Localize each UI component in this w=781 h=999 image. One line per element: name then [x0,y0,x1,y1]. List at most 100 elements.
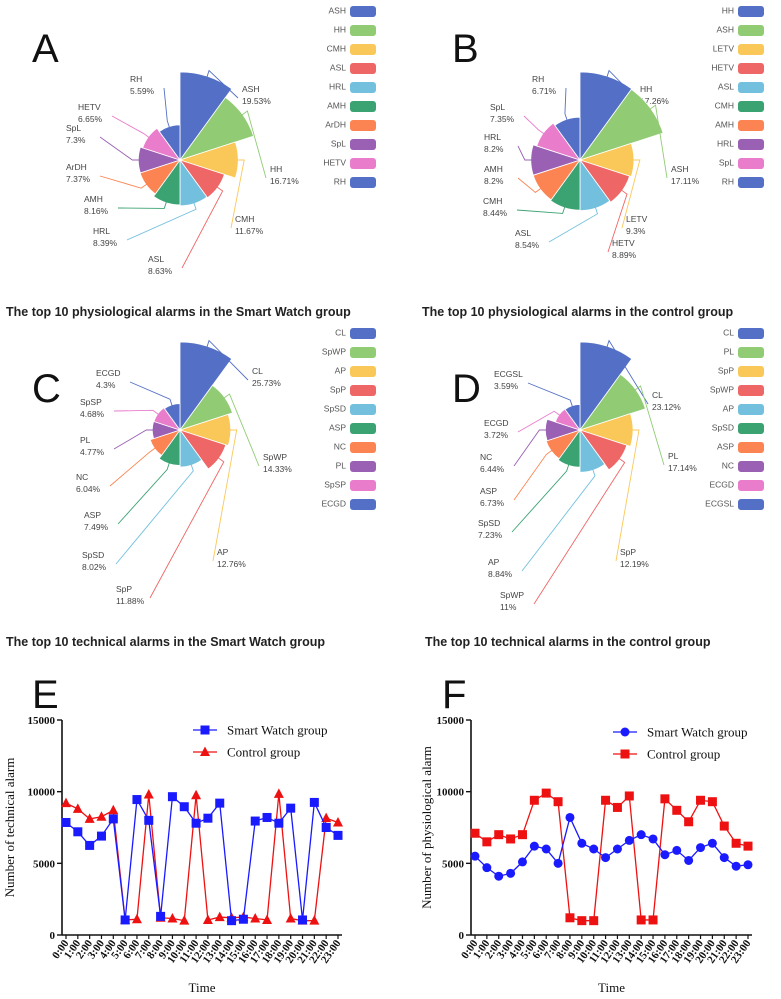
leader-line-c-cl [204,339,249,381]
data-point-f-1100 [601,795,611,805]
data-point-f-300 [506,868,516,878]
y-tick-label-e: 0 [50,930,56,942]
pie-title-b: The top 10 physiological alarms in the c… [422,305,734,319]
data-point-e-100 [72,803,83,813]
slice-value-a-ash: 19.53% [242,96,271,106]
data-point-f-200 [494,871,504,881]
legend-label-b-amh: AMH [715,120,734,130]
data-point-e-1200 [202,914,213,924]
data-point-f-1100 [601,853,611,863]
data-point-f-900 [577,916,587,926]
data-point-f-1300 [624,835,634,845]
legend-label-b-rh: RH [722,177,734,187]
panel-letter-c: C [32,367,61,411]
data-point-f-700 [553,797,563,807]
data-point-f-1400 [636,915,646,925]
data-point-f-800 [565,913,575,923]
line-chart-e: E0500010000150000:001:002:003:004:005:00… [2,673,344,995]
slice-value-b-ash: 17.11% [671,176,700,186]
data-point-f-2000 [707,797,717,807]
data-point-e-2200 [321,812,332,823]
legend-label-b-cmh: CMH [715,101,734,111]
data-point-e-2100 [309,915,320,925]
slice-label-b-asl: ASL [515,228,531,238]
data-point-f-900 [577,838,587,848]
data-point-e-600 [131,913,142,924]
y-axis-title-e: Number of technical alarm [2,758,17,898]
legend-swatch-b-rh [738,177,764,188]
series-line-e [65,793,339,922]
slice-label-a-spl: SpL [66,123,81,133]
data-point-e-1800 [273,788,284,798]
legend-label-d-spwp: SpWP [710,385,734,395]
legend-marker-f [620,749,630,759]
legend-label-a-asl: ASL [330,63,346,73]
slice-value-d-spwp: 11% [500,602,517,612]
leader-line-b-ash [643,104,668,179]
legend-swatch-a-amh [350,101,376,112]
leader-line-c-spwp [219,393,260,467]
leader-line-a-ash [204,69,239,99]
data-point-e-900 [167,913,178,923]
pie-chart-a: A ASH 19.53% HH 16.71% CMH 11.67% ASL 8.63% HRL 8.… [6,6,376,319]
slice-label-c-spsd: SpSD [82,550,104,560]
slice-value-d-ecgd: 3.72% [484,430,509,440]
legend-label-a-hetv: HETV [323,158,346,168]
data-point-f-1800 [684,855,694,865]
x-axis-title-f: Time [598,980,625,995]
leader-line-c-ecgd [129,381,174,408]
leader-line-b-cmh [516,202,567,214]
data-point-f-600 [541,844,551,854]
data-point-f-200 [494,830,504,840]
slice-label-d-spwp: SpWP [500,590,524,600]
leader-line-d-spsd [511,461,571,533]
legend-swatch-a-ardh [350,120,376,131]
slice-value-b-hh: 17.26% [640,96,669,106]
legend-swatch-d-ap [738,404,764,415]
legend-label-b-spl: SpL [719,158,734,168]
data-point-f-700 [553,858,563,868]
data-point-f-2300 [743,841,753,851]
slice-value-b-cmh: 8.44% [483,208,508,218]
leader-line-d-spp [615,429,640,562]
slice-value-d-pl: 17.14% [668,463,697,473]
slice-label-d-ap: AP [488,557,500,567]
data-point-f-500 [529,841,539,851]
leader-line-b-asl [548,203,599,243]
leader-line-b-hetv [607,187,628,253]
slice-label-a-amh: AMH [84,194,103,204]
leader-line-b-hh [604,69,637,99]
slice-label-b-cmh: CMH [483,196,502,206]
legend-label-c-ecgd: ECGD [321,499,346,509]
slice-value-c-spwp: 14.33% [263,464,292,474]
legend-swatch-a-rh [350,177,376,188]
slice-value-b-hetv: 8.89% [612,250,637,260]
slice-label-b-amh: AMH [484,164,503,174]
legend-label-d-spp: SpP [718,366,734,376]
data-point-f-2100 [719,853,729,863]
y-tick-label-f: 5000 [442,858,465,870]
slice-label-b-rh: RH [532,74,544,84]
slice-label-a-ash: ASH [242,84,259,94]
slice-label-a-hrl: HRL [93,226,110,236]
data-point-e-2200 [321,823,331,832]
data-point-f-1700 [672,845,682,855]
slice-value-d-cl: 23.12% [652,402,681,412]
legend-swatch-c-spsp [350,480,376,491]
legend-swatch-a-ash [350,6,376,17]
legend-label-a-amh: AMH [327,101,346,111]
leader-line-a-asl [181,184,224,269]
data-point-f-1500 [648,834,658,844]
slice-value-a-hrl: 8.39% [93,238,118,248]
data-point-e-900 [167,792,177,802]
leader-line-b-amh [517,177,545,193]
slice-value-c-spp: 11.88% [116,596,145,606]
legend-label-a-hh: HH [334,25,346,35]
legend-label-b-asl: ASL [718,82,734,92]
series-e-smart-watch-group [61,792,343,926]
panel-letter-e: E [32,673,59,717]
leader-line-d-nc [513,429,549,467]
legend-swatch-a-asl [350,63,376,74]
legend-swatch-c-spsd [350,404,376,415]
y-tick-label-f: 15000 [437,715,465,727]
